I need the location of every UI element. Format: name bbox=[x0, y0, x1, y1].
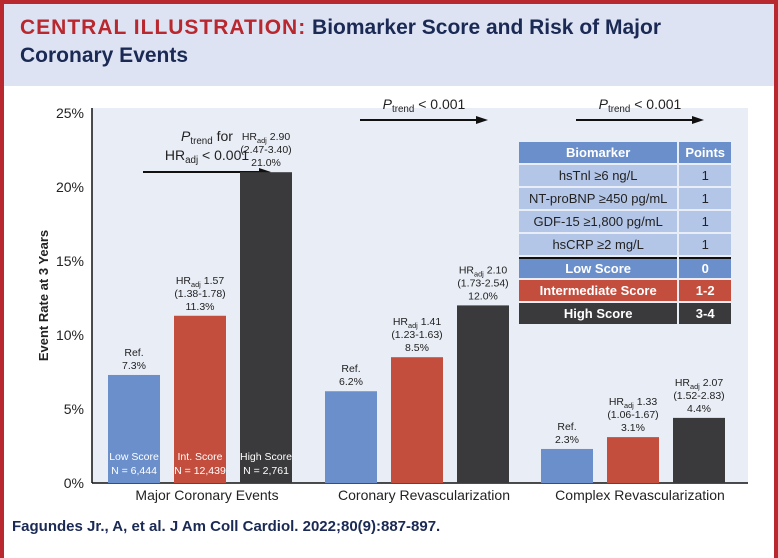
data-label: 4.4% bbox=[687, 403, 711, 415]
cell: hsTnl ≥6 ng/L bbox=[519, 165, 678, 186]
bar bbox=[174, 315, 226, 483]
cell: 1 bbox=[679, 211, 731, 232]
bar bbox=[325, 391, 377, 483]
cell: 1 bbox=[679, 188, 731, 209]
data-label: 12.0% bbox=[468, 290, 498, 302]
bar bbox=[673, 417, 725, 483]
trend-label: Ptrend < 0.001 bbox=[599, 96, 682, 115]
cell: hsCRP ≥2 mg/L bbox=[519, 234, 678, 255]
header: CENTRAL ILLUSTRATION: Biomarker Score an… bbox=[4, 4, 774, 86]
bar bbox=[240, 172, 292, 483]
y-tick-label: 0% bbox=[64, 475, 84, 491]
data-label: HRadj 1.57 bbox=[176, 275, 224, 289]
header-label: CENTRAL ILLUSTRATION: bbox=[20, 16, 307, 39]
cell: 1 bbox=[679, 234, 731, 255]
table-row: High Score 3-4 bbox=[519, 303, 731, 324]
citation: Fagundes Jr., A, et al. J Am Coll Cardio… bbox=[12, 518, 441, 535]
bar-inner-label: Low Score bbox=[109, 451, 159, 463]
bar bbox=[607, 437, 659, 483]
y-tick-label: 15% bbox=[56, 253, 84, 269]
table-header: Points bbox=[679, 142, 731, 163]
trend-label: Ptrend < 0.001 bbox=[383, 96, 466, 115]
cell: NT-proBNP ≥450 pg/mL bbox=[519, 188, 678, 209]
cell: 3-4 bbox=[679, 303, 731, 324]
cell: High Score bbox=[519, 303, 678, 324]
cell: Intermediate Score bbox=[519, 280, 678, 301]
bar bbox=[391, 357, 443, 483]
table-row: Low Score 0 bbox=[519, 257, 731, 278]
data-label: Ref. bbox=[341, 363, 360, 375]
category-label: Major Coronary Events bbox=[135, 487, 278, 503]
data-label: HRadj 1.33 bbox=[609, 396, 657, 410]
data-label: Ref. bbox=[557, 421, 576, 433]
table-row: hsTnl ≥6 ng/L 1 bbox=[519, 165, 731, 186]
bar bbox=[541, 448, 593, 483]
biomarker-table: Biomarker Points hsTnl ≥6 ng/L 1 NT-proBNP… bbox=[517, 140, 733, 326]
table-row: Intermediate Score 1-2 bbox=[519, 280, 731, 301]
data-label: (1.38-1.78) bbox=[174, 288, 225, 300]
cell: 1-2 bbox=[679, 280, 731, 301]
trend-arrowhead bbox=[476, 116, 488, 124]
data-label: Ref. bbox=[124, 347, 143, 359]
trend-arrowhead bbox=[692, 116, 704, 124]
bar-inner-label: High Score bbox=[240, 451, 292, 463]
bar-inner-label: N = 2,761 bbox=[243, 465, 289, 477]
data-label: HRadj 2.10 bbox=[459, 264, 507, 278]
data-label: HRadj 2.07 bbox=[675, 377, 723, 391]
data-label: (2.47-3.40) bbox=[240, 144, 291, 156]
bar-inner-label: Int. Score bbox=[178, 451, 223, 463]
table-row: hsCRP ≥2 mg/L 1 bbox=[519, 234, 731, 255]
y-tick-label: 20% bbox=[56, 179, 84, 195]
data-label: (1.73-2.54) bbox=[457, 277, 508, 289]
table-row: NT-proBNP ≥450 pg/mL 1 bbox=[519, 188, 731, 209]
data-label: HRadj 1.41 bbox=[393, 316, 441, 330]
data-label: 2.3% bbox=[555, 434, 579, 446]
bar-inner-label: N = 6,444 bbox=[111, 465, 157, 477]
y-axis-label: Event Rate at 3 Years bbox=[36, 230, 51, 361]
data-label: 8.5% bbox=[405, 342, 429, 354]
trend-label: HRadj < 0.001 bbox=[165, 147, 250, 166]
y-tick-label: 10% bbox=[56, 327, 84, 343]
bar bbox=[457, 305, 509, 483]
data-label: (1.23-1.63) bbox=[391, 329, 442, 341]
header-title: Biomarker Score and Risk of Major Corona… bbox=[20, 16, 661, 67]
data-label: 11.3% bbox=[186, 301, 215, 313]
trend-label: Ptrend for bbox=[181, 128, 233, 147]
cell: Low Score bbox=[519, 257, 678, 278]
category-label: Coronary Revascularization bbox=[338, 487, 510, 503]
data-label: 3.1% bbox=[621, 422, 645, 434]
bar-inner-label: N = 12,439 bbox=[174, 465, 226, 477]
data-label: 7.3% bbox=[122, 360, 146, 372]
data-label: 21.0% bbox=[251, 157, 281, 169]
y-tick-label: 25% bbox=[56, 105, 84, 121]
category-label: Complex Revascularization bbox=[555, 487, 725, 503]
cell: 1 bbox=[679, 165, 731, 186]
cell: GDF-15 ≥1,800 pg/mL bbox=[519, 211, 678, 232]
data-label: (1.06-1.67) bbox=[607, 409, 658, 421]
table-row: GDF-15 ≥1,800 pg/mL 1 bbox=[519, 211, 731, 232]
y-tick-label: 5% bbox=[64, 401, 84, 417]
data-label: (1.52-2.83) bbox=[673, 390, 724, 402]
data-label: 6.2% bbox=[339, 376, 363, 388]
bar bbox=[108, 374, 160, 483]
table-header: Biomarker bbox=[519, 142, 678, 163]
cell: 0 bbox=[679, 257, 731, 278]
data-label: HRadj 2.90 bbox=[242, 131, 290, 145]
